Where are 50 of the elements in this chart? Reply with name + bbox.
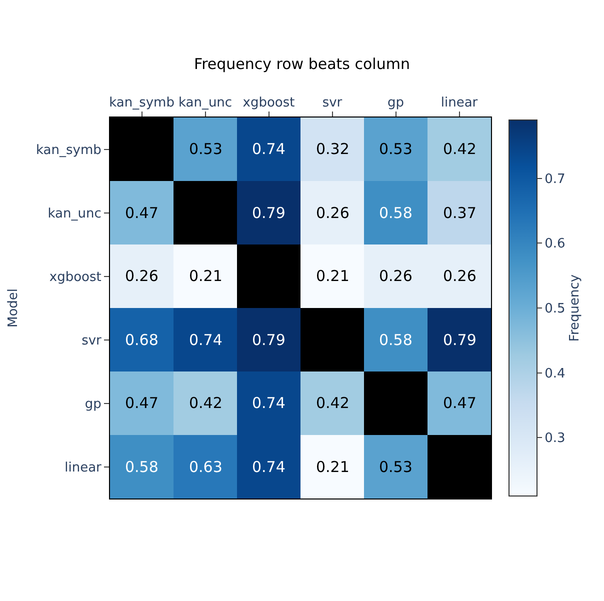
data-label: 0.32 xyxy=(316,140,350,158)
data-label: 0.47 xyxy=(125,204,158,222)
x-tick-label: linear xyxy=(440,95,478,110)
data-label: 0.74 xyxy=(252,140,286,158)
data-label: 0.42 xyxy=(316,394,350,412)
data-label: 0.53 xyxy=(379,458,412,476)
data-label: 0.63 xyxy=(189,458,222,476)
color-bar-label: 0.4 xyxy=(544,366,566,382)
data-label: 0.58 xyxy=(379,204,412,222)
data-label: 0.79 xyxy=(443,331,476,349)
data-label: 0.37 xyxy=(443,204,476,222)
color-bar-title: Frequency xyxy=(567,274,582,342)
y-axis-title: Model xyxy=(6,288,21,328)
data-label: 0.42 xyxy=(443,140,476,158)
data-label: 0.26 xyxy=(125,267,158,285)
data-label: 0.21 xyxy=(316,458,350,476)
data-label: 0.47 xyxy=(443,394,476,412)
data-label: 0.42 xyxy=(189,394,222,412)
data-label: 0.79 xyxy=(252,204,286,222)
data-label: 0.53 xyxy=(379,140,412,158)
color-bar-label: 0.7 xyxy=(544,172,566,187)
x-tick-label: xgboost xyxy=(242,95,295,110)
data-label: 0.68 xyxy=(125,331,158,349)
data-label: 0.47 xyxy=(125,394,158,412)
data-label: 0.74 xyxy=(252,458,286,476)
data-label: 0.53 xyxy=(189,140,222,158)
data-label: 0.58 xyxy=(125,458,158,476)
data-label: 0.26 xyxy=(379,267,412,285)
y-tick-label: xgboost xyxy=(49,270,102,285)
y-tick-label: kan_unc xyxy=(48,206,102,222)
x-tick-label: svr xyxy=(322,95,343,110)
y-tick-label: kan_symb xyxy=(36,142,102,158)
data-label: 0.26 xyxy=(443,267,476,285)
y-tick-label: gp xyxy=(84,396,102,412)
x-tick-label: gp xyxy=(387,95,404,110)
data-label: 0.58 xyxy=(379,331,412,349)
color-bar-label: 0.5 xyxy=(544,302,566,317)
color-bar-label: 0.6 xyxy=(544,236,566,252)
data-label: 0.74 xyxy=(189,331,222,349)
data-label: 0.21 xyxy=(189,267,222,285)
data-label: 0.21 xyxy=(316,267,350,285)
x-tick-label: kan_symb xyxy=(109,95,174,110)
color-bar-label: 0.3 xyxy=(544,431,566,446)
data-label: 0.79 xyxy=(252,331,286,349)
data-label: 0.74 xyxy=(252,394,286,412)
data-label: 0.26 xyxy=(316,204,350,222)
x-tick-label: kan_unc xyxy=(178,95,232,110)
y-tick-label: linear xyxy=(64,460,102,476)
y-tick-label: svr xyxy=(82,333,102,348)
chart-title: Frequency row beats column xyxy=(194,55,410,74)
